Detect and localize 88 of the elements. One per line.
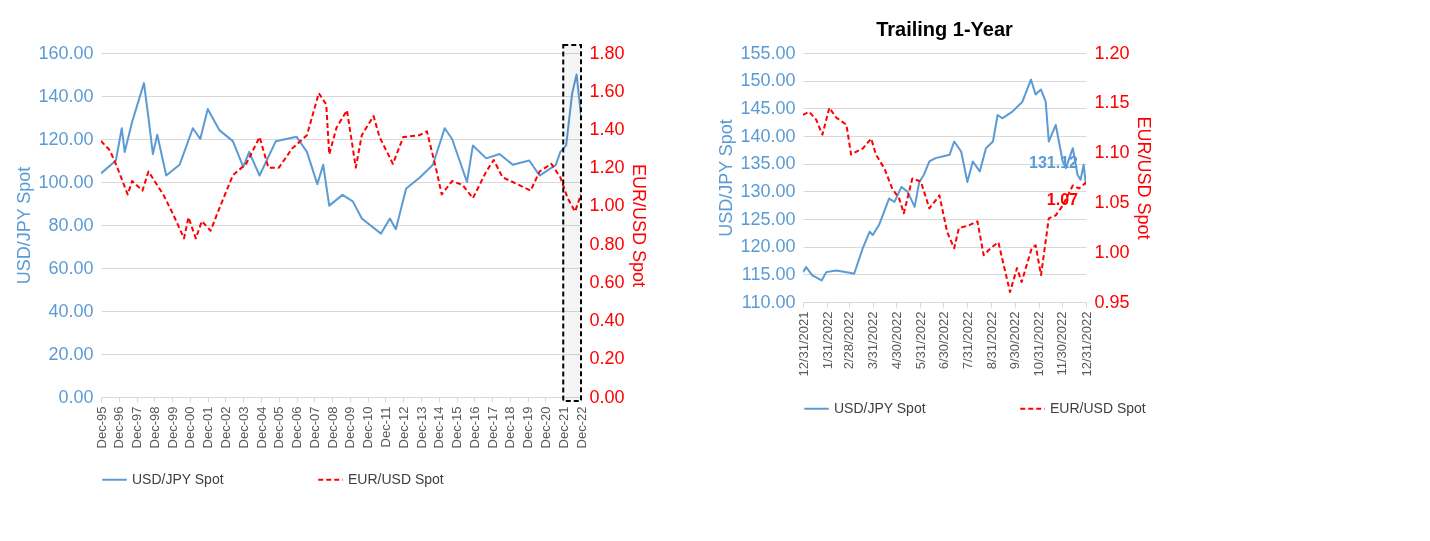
x-tick-label: Dec-05 (271, 406, 287, 449)
y-tick-label: 0.00 (58, 386, 94, 407)
y-tick-label: 115.00 (741, 263, 796, 284)
y-tick-label: 110.00 (741, 291, 796, 312)
x-tick-label: Dec-20 (537, 406, 553, 449)
y-tick-label: 80.00 (48, 214, 94, 235)
x-tick-label: Dec-12 (395, 406, 411, 449)
x-tick-label: 9/30/2022 (1007, 311, 1023, 370)
y-tick-label: 125.00 (740, 208, 796, 229)
x-tick-label: 12/31/2021 (795, 311, 811, 377)
y2-tick-label: 0.95 (1094, 291, 1130, 312)
y2-tick-label: 0.00 (589, 386, 625, 407)
y-axis-title: USD/JPY Spot (716, 119, 737, 237)
x-tick-label: Dec-02 (217, 406, 233, 449)
y-axis-title: USD/JPY Spot (14, 166, 35, 285)
y2-tick-label: 0.20 (589, 348, 625, 369)
y2-tick-label: 1.60 (589, 80, 625, 101)
y-tick-label: 150.00 (740, 70, 796, 91)
x-tick-label: Dec-06 (289, 406, 305, 449)
x-tick-label: 8/31/2022 (983, 311, 999, 370)
legend-label: USD/JPY Spot (834, 399, 926, 416)
x-tick-label: Dec-99 (164, 406, 180, 449)
x-tick-label: Dec-11 (377, 406, 393, 448)
y2-tick-label: 1.40 (589, 118, 625, 139)
y-tick-label: 130.00 (740, 180, 796, 201)
x-tick-label: Dec-04 (253, 406, 269, 449)
line-series (803, 78, 1086, 282)
x-tick-label: Dec-10 (360, 406, 376, 449)
x-tick-label: Dec-22 (573, 406, 589, 449)
x-tick-label: Dec-03 (235, 406, 251, 449)
y-tick-label: 145.00 (740, 97, 796, 118)
x-tick-label: Dec-21 (555, 406, 571, 449)
x-tick-label: Dec-98 (146, 406, 162, 449)
y-tick-label: 155.00 (740, 42, 796, 63)
y2-tick-label: 0.40 (589, 310, 625, 331)
y-tick-label: 20.00 (48, 343, 94, 364)
x-tick-label: 6/30/2022 (935, 311, 951, 370)
x-tick-label: Dec-95 (93, 406, 109, 449)
x-tick-label: 1/31/2022 (819, 311, 835, 370)
y2-tick-label: 0.60 (589, 271, 625, 292)
y-tick-label: 160.00 (38, 42, 94, 63)
x-tick-label: 4/30/2022 (888, 311, 904, 370)
x-tick-label: Dec-16 (466, 406, 482, 449)
legend-label: EUR/USD Spot (348, 470, 444, 487)
y-tick-label: 40.00 (48, 300, 94, 321)
y-tick-label: 100.00 (38, 171, 94, 192)
x-tick-label: 11/30/2022 (1054, 311, 1070, 376)
y2-tick-label: 1.15 (1094, 92, 1130, 113)
x-tick-label: Dec-97 (129, 406, 145, 449)
legend-label: USD/JPY Spot (132, 470, 224, 487)
x-tick-label: 12/31/2022 (1078, 311, 1094, 377)
y2-tick-label: 1.20 (589, 157, 625, 178)
x-tick-label: Dec-15 (449, 406, 465, 449)
x-tick-label: Dec-18 (502, 406, 518, 449)
x-tick-label: Dec-09 (342, 406, 358, 449)
y-tick-label: 120.00 (740, 236, 796, 257)
y2-tick-label: 1.05 (1094, 191, 1130, 212)
y-tick-label: 120.00 (38, 128, 94, 149)
y-tick-label: 140.00 (740, 125, 796, 146)
y2-axis-title: EUR/USD Spot (628, 163, 649, 288)
x-tick-label: Dec-01 (200, 406, 216, 449)
y-tick-label: 140.00 (38, 85, 94, 106)
y2-tick-label: 1.10 (1094, 142, 1130, 163)
x-tick-label: Dec-17 (484, 406, 500, 449)
legend-label: EUR/USD Spot (1050, 399, 1146, 416)
y-tick-label: 135.00 (740, 153, 796, 174)
y2-tick-label: 1.20 (1094, 42, 1130, 63)
x-tick-label: Dec-14 (431, 406, 447, 449)
y2-tick-label: 1.00 (1094, 241, 1130, 262)
x-tick-label: Dec-96 (111, 406, 127, 449)
x-tick-label: 2/28/2022 (841, 311, 857, 370)
x-tick-label: Dec-13 (413, 406, 429, 449)
y-tick-label: 60.00 (48, 257, 94, 278)
x-tick-label: 10/31/2022 (1031, 311, 1047, 377)
line-series (803, 106, 1086, 294)
y2-tick-label: 1.00 (589, 195, 625, 216)
y2-tick-label: 1.80 (589, 42, 625, 63)
x-tick-label: 7/31/2022 (959, 311, 975, 370)
chart-title: Trailing 1-Year (876, 18, 1014, 40)
x-tick-label: Dec-19 (520, 406, 536, 449)
x-tick-label: Dec-08 (324, 406, 340, 449)
x-tick-label: 5/31/2022 (912, 311, 928, 370)
data-label: 1.07 (1046, 191, 1079, 209)
x-tick-label: Dec-00 (182, 406, 198, 449)
y2-axis-title: EUR/USD Spot (1133, 116, 1154, 240)
x-tick-label: 3/31/2022 (865, 311, 881, 370)
x-tick-label: Dec-07 (306, 406, 322, 449)
y2-tick-label: 0.80 (589, 233, 625, 254)
